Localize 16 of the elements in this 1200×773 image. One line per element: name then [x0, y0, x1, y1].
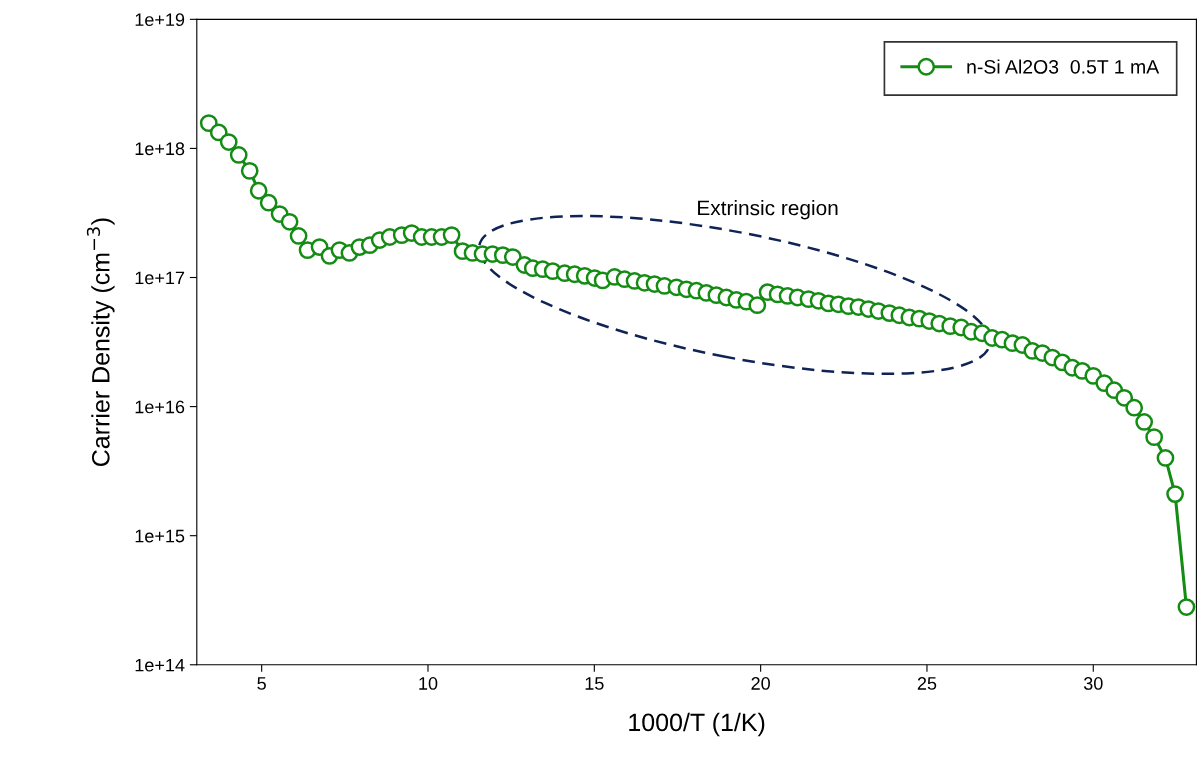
y-tick-label: 1e+17 — [135, 271, 185, 285]
x-tick-label: 25 — [917, 677, 937, 690]
x-tick-label: 30 — [1083, 677, 1103, 690]
y-tick-label: 1e+16 — [135, 400, 185, 414]
y-tick-label: 1e+15 — [135, 529, 185, 543]
annotation: Extrinsic region — [698, 200, 838, 220]
y-tick-label: 1e+18 — [135, 142, 185, 156]
x-tick-label: 15 — [585, 677, 604, 690]
x-tick-label: 5 — [257, 677, 266, 690]
x-tick-label: 10 — [419, 677, 438, 690]
legend-label: n-Si Al2O3 0.5T 1 mA — [967, 59, 1160, 74]
y-axis-title: Carrier Density (cm$^{−3}$) — [86, 218, 115, 467]
y-tick-label: 1e+19 — [135, 13, 185, 27]
x-axis-title: 1000/T (1/K) — [629, 712, 765, 737]
x-tick-label: 20 — [751, 677, 770, 690]
y-tick-label: 1e+14 — [135, 658, 185, 672]
